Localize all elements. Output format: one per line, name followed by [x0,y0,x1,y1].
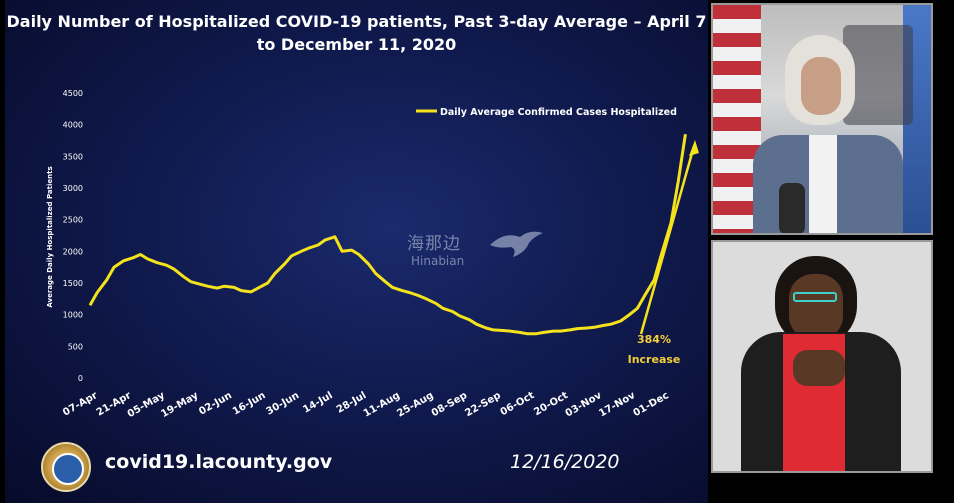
x-tick-label: 01-Dec [632,390,671,419]
y-tick-label: 1500 [63,279,83,288]
y-tick-label: 2500 [63,216,83,225]
interpreter-hands [793,350,845,386]
x-tick-label: 14-Jul [301,390,335,416]
speaker-shirt [809,135,837,233]
y-tick-label: 4000 [63,121,83,130]
annotation-percent: 384% [637,333,671,346]
x-tick-label: 25-Aug [395,390,435,420]
annotation-increase: Increase [628,353,681,366]
watermark-chinese: 海那边 [407,234,461,254]
y-tick-label: 3500 [63,152,83,161]
speaker-video-panel [711,3,933,235]
presentation-slide: Daily Number of Hospitalized COVID-19 pa… [5,0,708,503]
increase-annotation: 384% Increase [628,140,699,366]
legend: Daily Average Confirmed Cases Hospitaliz… [416,107,677,118]
y-axis-label: Average Daily Hospitalized Patients [46,166,54,307]
y-tick-label: 0 [78,374,83,383]
bird-logo-icon [490,231,543,257]
series-group [88,133,687,336]
microphone-image [779,183,805,233]
y-tick-label: 2000 [63,247,83,256]
footer-url: covid19.lacounty.gov [105,451,333,473]
glasses-image [793,292,837,302]
hospitalization-chart: 0 500 1000 1500 2000 2500 3000 3500 4000 4500 07-… [46,89,699,420]
y-tick-label: 3000 [63,184,83,193]
x-tick-label: 07-Apr [61,390,99,419]
x-tick-label: 02-Jun [197,390,234,418]
speaker-face [801,57,841,115]
x-tick-label: 03-Nov [564,390,604,420]
watermark: 海那边 Hinabian [407,229,543,268]
x-tick-label: 17-Nov [597,390,637,420]
x-axis: 07-Apr21-Apr05-May19-May02-Jun16-Jun30-J… [61,390,671,420]
chart-title: Daily Number of Hospitalized COVID-19 pa… [6,12,707,54]
series-line [88,133,687,336]
x-tick-label: 19-May [159,390,200,420]
x-tick-label: 05-May [126,390,167,420]
increase-arrow [639,145,696,335]
x-tick-label: 08-Sep [430,390,469,419]
x-tick-label: 16-Jun [231,390,268,418]
x-tick-label: 06-Oct [499,390,537,418]
x-tick-label: 22-Sep [463,390,502,419]
x-tick-label: 11-Aug [362,390,402,420]
x-tick-label: 30-Jun [264,390,301,418]
y-tick-label: 500 [68,342,83,351]
county-seal-icon [41,442,91,492]
interpreter-video-panel [711,240,933,473]
interpreter-face [789,274,843,340]
legend-label: Daily Average Confirmed Cases Hospitaliz… [440,107,677,118]
x-tick-label: 20-Oct [532,390,570,418]
footer-date: 12/16/2020 [510,451,620,473]
watermark-english: Hinabian [411,254,465,268]
y-tick-label: 4500 [63,89,83,98]
y-axis: 0 500 1000 1500 2000 2500 3000 3500 4000 4500 [63,89,83,383]
y-tick-label: 1000 [63,311,83,320]
increase-arrowhead [689,140,699,156]
